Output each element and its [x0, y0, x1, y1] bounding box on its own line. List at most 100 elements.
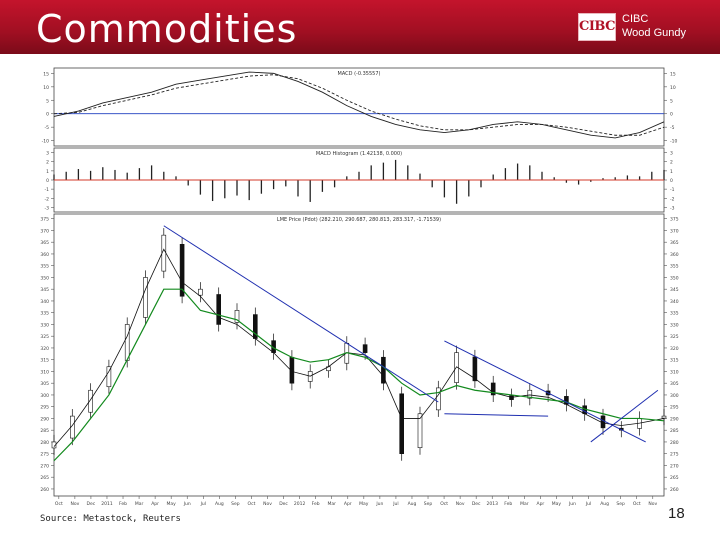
price-ytick-label-left: 340	[40, 299, 49, 305]
price-xtick-label: Aug	[408, 501, 417, 507]
price-xtick-label: 2011	[101, 501, 113, 507]
price-ytick-label-left: 375	[40, 217, 49, 223]
price-xtick-label: May	[552, 501, 562, 507]
price-panel-title: LME Price (Pdot) (282.210, 290.687, 280.…	[277, 217, 441, 223]
macd-ytick-label-right: 10	[670, 85, 676, 91]
price-xtick-label: Feb	[119, 501, 127, 507]
histogram-ytick-label-left: 1	[46, 169, 49, 175]
candle-body	[600, 415, 606, 429]
price-xtick-label: Apr	[344, 501, 352, 507]
candle-body	[490, 382, 496, 396]
price-xtick-label: Jun	[375, 501, 383, 507]
price-ytick-label-right: 265	[670, 475, 679, 481]
macd-panel-title: MACD (-0.35557)	[338, 71, 381, 77]
price-xtick-label: Dec	[279, 501, 288, 507]
candle-body	[661, 415, 667, 419]
candle-body	[198, 288, 203, 296]
price-ytick-label-right: 280	[670, 440, 679, 446]
price-ytick-label-left: 355	[40, 264, 49, 270]
price-ytick-label-right: 360	[670, 252, 679, 258]
title-bar: Commodities CIBC CIBC Wood Gundy	[0, 0, 720, 54]
price-xtick-label: Dec	[87, 501, 96, 507]
price-xtick-label: Apr	[536, 501, 544, 507]
price-ytick-label-right: 330	[670, 322, 679, 328]
price-ytick-label-left: 275	[40, 452, 49, 458]
price-xtick-label: Oct	[633, 501, 641, 507]
price-ytick-label-right: 290	[670, 416, 679, 422]
candle-body	[234, 310, 240, 323]
price-ytick-label-right: 310	[670, 369, 679, 375]
price-xtick-label: Mar	[520, 501, 529, 507]
histogram-ytick-label-right: 3	[670, 151, 673, 157]
candle-body	[472, 356, 478, 382]
macd-ytick-label-right: -5	[670, 125, 675, 131]
price-xtick-label: Sep	[616, 501, 625, 507]
macd-ytick-label-left: 5	[46, 98, 49, 104]
histogram-ytick-label-left: 2	[46, 160, 49, 166]
price-ytick-label-left: 360	[40, 252, 49, 258]
candle-body	[69, 415, 75, 439]
macd-line-2	[53, 74, 665, 136]
candle-body	[399, 393, 405, 454]
long-moving-average-line	[53, 288, 665, 462]
price-xtick-label: Jul	[200, 501, 206, 507]
price-ytick-label-right: 375	[670, 217, 679, 223]
logo-line-2: Wood Gundy	[622, 27, 687, 39]
price-ytick-label-left: 335	[40, 311, 49, 317]
price-xtick-label: Sep	[231, 501, 240, 507]
price-ytick-label-left: 260	[40, 487, 49, 493]
macd-ytick-label-left: -10	[42, 139, 49, 145]
price-ytick-label-left: 290	[40, 416, 49, 422]
price-ytick-label-right: 305	[670, 381, 679, 387]
price-xtick-label: Mar	[327, 501, 336, 507]
price-ytick-label-right: 345	[670, 287, 679, 293]
price-ytick-label-right: 355	[670, 264, 679, 270]
price-xtick-label: Feb	[504, 501, 512, 507]
logo-line-1: CIBC	[622, 13, 649, 25]
price-ytick-label-right: 370	[670, 228, 679, 234]
price-ytick-label-right: 335	[670, 311, 679, 317]
price-xtick-label: Nov	[456, 501, 465, 507]
price-ytick-label-left: 310	[40, 369, 49, 375]
price-ytick-label-right: 260	[670, 487, 679, 493]
price-xtick-label: May	[359, 501, 369, 507]
price-ytick-label-right: 340	[670, 299, 679, 305]
price-xtick-label: Jul	[585, 501, 591, 507]
price-xtick-label: Oct	[440, 501, 448, 507]
price-xtick-label: Jun	[183, 501, 191, 507]
price-xtick-label: Dec	[472, 501, 481, 507]
histogram-ytick-label-left: 3	[46, 151, 49, 157]
price-xtick-label: 2013	[487, 501, 499, 507]
candle-body	[106, 366, 112, 388]
candle-body	[143, 277, 148, 318]
macd-ytick-label-right: 15	[670, 71, 676, 77]
price-ytick-label-left: 265	[40, 475, 49, 481]
price-xtick-label: Apr	[151, 501, 159, 507]
histogram-panel-title: MACD Histogram (1.42138, 0.000)	[316, 151, 402, 157]
price-xtick-label: Oct	[248, 501, 256, 507]
price-ytick-label-left: 305	[40, 381, 49, 387]
price-xtick-label: Nov	[70, 501, 79, 507]
price-ytick-label-left: 370	[40, 228, 49, 234]
histogram-ytick-label-left: -1	[45, 187, 50, 193]
macd-ytick-label-left: -5	[45, 125, 50, 131]
candle-body	[527, 389, 533, 399]
histogram-ytick-label-right: 0	[670, 178, 673, 184]
trendline-major-down	[163, 225, 439, 403]
candle-body	[381, 356, 386, 384]
candle-body	[124, 324, 130, 361]
histogram-ytick-label-left: -2	[45, 196, 50, 202]
price-ytick-label-left: 365	[40, 240, 49, 246]
candle-body	[417, 413, 423, 449]
price-xtick-label: Jun	[568, 501, 576, 507]
source-note: Source: Metastock, Reuters	[40, 514, 181, 524]
histogram-ytick-label-right: -2	[670, 196, 675, 202]
price-xtick-label: Sep	[424, 501, 433, 507]
histogram-ytick-label-left: -3	[45, 205, 50, 211]
macd-ytick-label-right: -10	[670, 139, 677, 145]
macd-ytick-label-left: 15	[43, 71, 49, 77]
histogram-ytick-label-right: 1	[670, 169, 673, 175]
macd-ytick-label-right: 0	[670, 112, 673, 118]
page-title: Commodities	[36, 7, 298, 51]
